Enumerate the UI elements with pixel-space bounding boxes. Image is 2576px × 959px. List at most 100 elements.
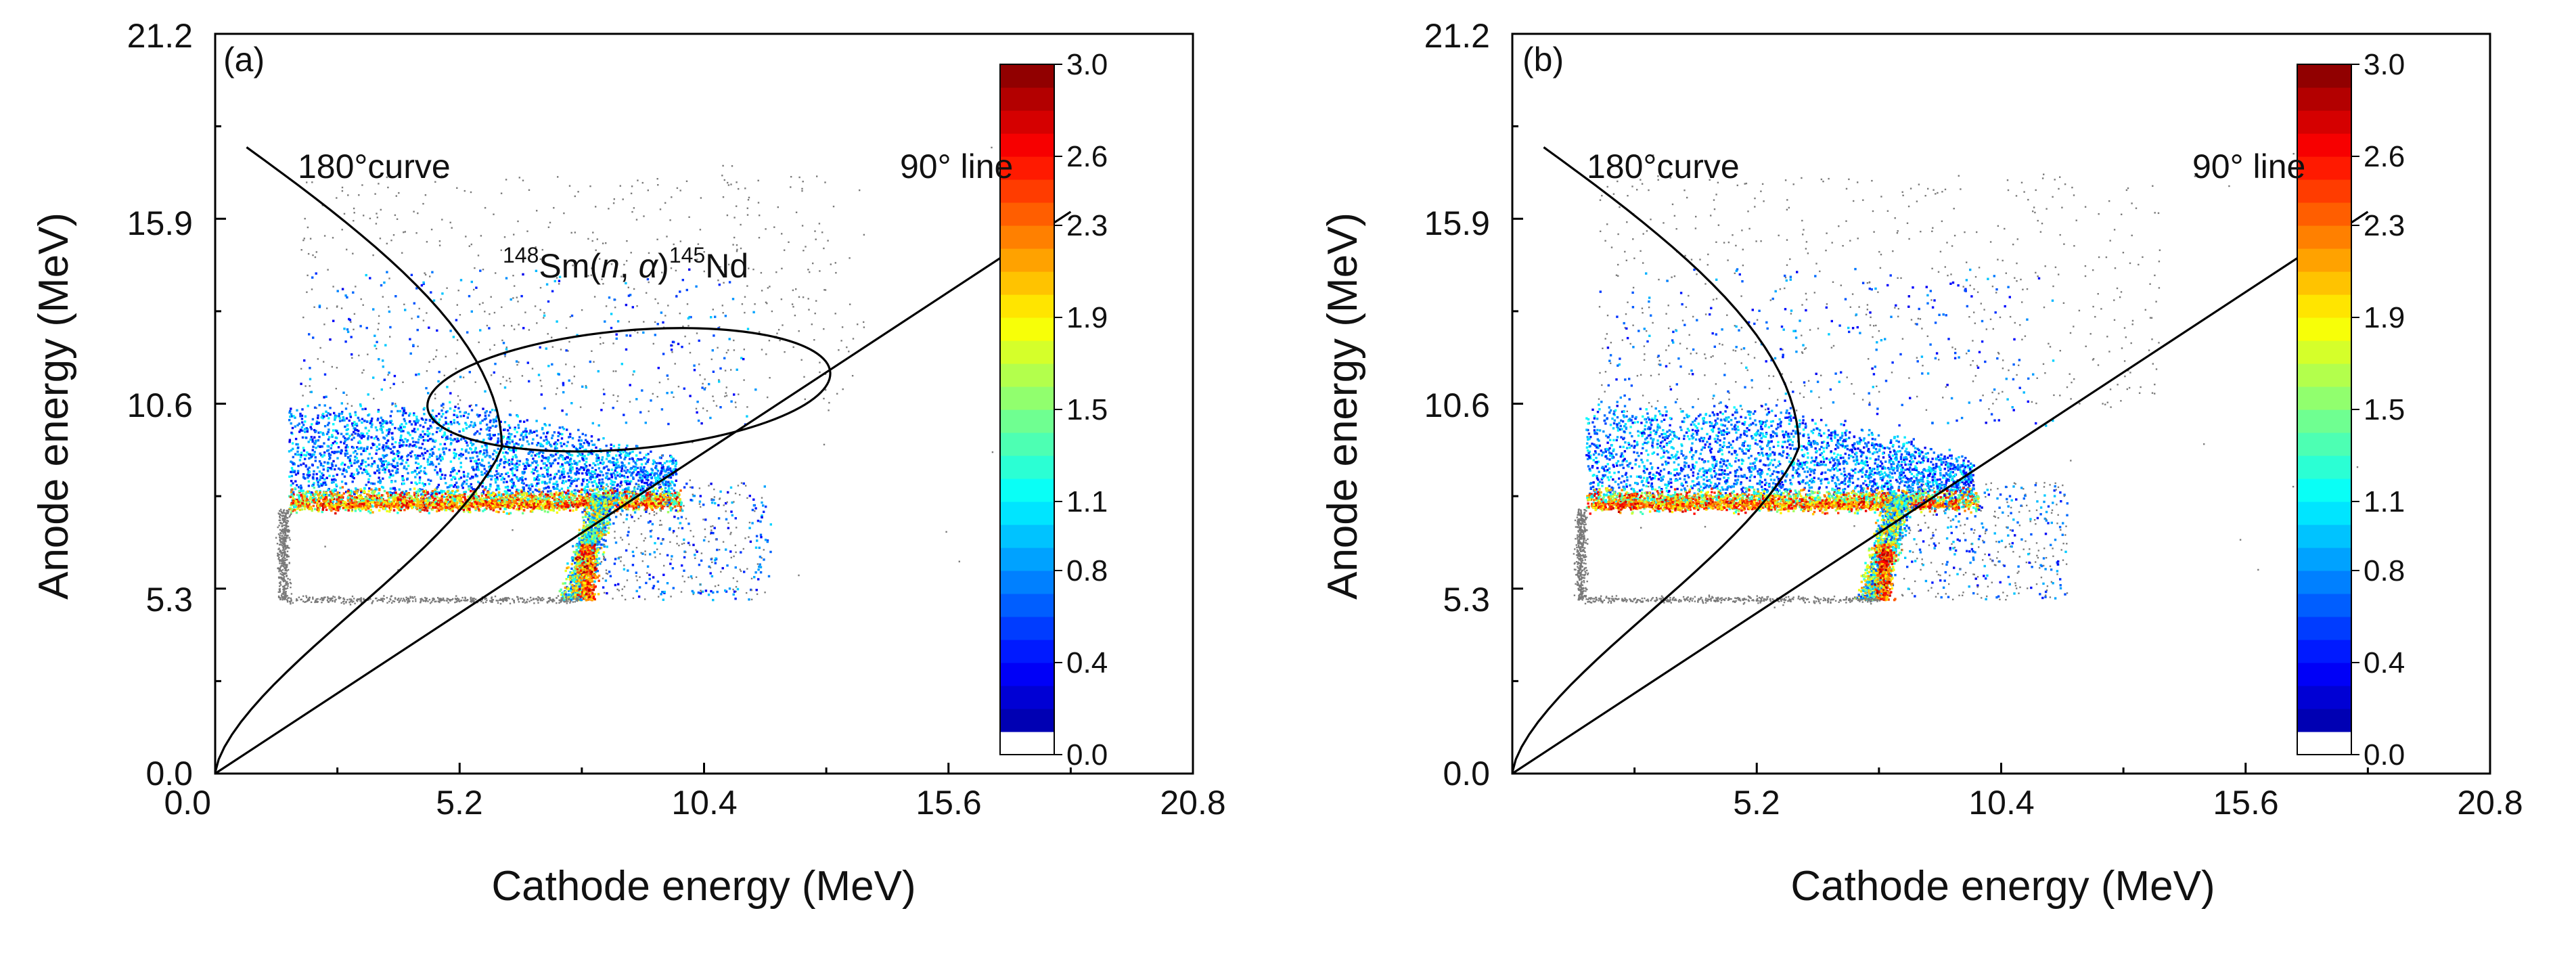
- data-point: [398, 488, 401, 491]
- data-point: [294, 425, 296, 428]
- data-point: [407, 492, 410, 495]
- data-point: [472, 506, 475, 508]
- data-point: [620, 474, 623, 477]
- data-point: [556, 499, 558, 502]
- data-point: [400, 444, 403, 447]
- data-point: [863, 326, 865, 328]
- data-point: [489, 411, 492, 414]
- data-point: [672, 468, 675, 471]
- data-point: [645, 494, 648, 497]
- data-point: [349, 454, 352, 458]
- data-point: [599, 487, 602, 491]
- data-point: [318, 435, 321, 439]
- data-point: [506, 492, 509, 495]
- data-point: [663, 489, 666, 493]
- data-point: [432, 421, 435, 424]
- data-point: [507, 494, 510, 497]
- data-point: [370, 422, 373, 425]
- data-point: [560, 349, 562, 351]
- data-point: [428, 506, 431, 510]
- data-point: [593, 492, 595, 495]
- data-point: [381, 422, 384, 425]
- data-point: [550, 463, 553, 466]
- data-point: [489, 474, 492, 477]
- data-point: [575, 508, 578, 511]
- data-point: [388, 469, 390, 472]
- data-point: [485, 470, 488, 472]
- data-point: [552, 483, 555, 485]
- data-point: [640, 463, 643, 466]
- data-point: [362, 498, 365, 501]
- data-point: [413, 420, 415, 423]
- data-point: [752, 268, 754, 271]
- data-point: [320, 416, 323, 419]
- data-point: [650, 450, 652, 453]
- data-point: [487, 414, 491, 417]
- data-point: [416, 428, 420, 430]
- data-point: [478, 341, 480, 343]
- data-point: [638, 473, 641, 476]
- data-point: [426, 509, 429, 512]
- data-point: [290, 504, 292, 507]
- data-point: [664, 481, 667, 483]
- data-point: [308, 466, 311, 469]
- data-point: [566, 487, 570, 489]
- data-point: [348, 319, 352, 321]
- data-point: [505, 472, 507, 475]
- data-point: [354, 449, 357, 453]
- data-point: [664, 487, 667, 489]
- data-point: [675, 468, 677, 471]
- data-point: [727, 184, 730, 186]
- data-point: [410, 423, 413, 426]
- data-point: [506, 472, 510, 474]
- data-point: [396, 497, 399, 499]
- data-point: [407, 493, 411, 496]
- data-point: [514, 285, 516, 287]
- data-point: [432, 452, 434, 455]
- data-point: [501, 306, 503, 309]
- data-point: [485, 410, 488, 413]
- data-point: [323, 235, 326, 237]
- data-point: [508, 442, 511, 445]
- data-point: [522, 462, 525, 466]
- data-point: [522, 420, 526, 423]
- data-point: [524, 430, 526, 432]
- data-point: [647, 458, 650, 461]
- data-point: [317, 431, 320, 434]
- data-point: [493, 344, 495, 346]
- data-point: [648, 410, 650, 412]
- data-point: [501, 451, 505, 454]
- data-point: [541, 445, 545, 447]
- data-point: [290, 407, 292, 410]
- data-point: [361, 184, 363, 186]
- data-point: [608, 450, 611, 453]
- data-point: [545, 447, 547, 451]
- data-point: [376, 217, 378, 219]
- data-point: [534, 489, 537, 491]
- data-point: [594, 476, 597, 479]
- data-point: [476, 455, 479, 458]
- data-point: [530, 442, 534, 445]
- data-point: [655, 462, 658, 465]
- data-point: [695, 407, 698, 409]
- data-point: [654, 334, 656, 336]
- data-point: [615, 337, 618, 340]
- data-point: [378, 509, 381, 512]
- data-point: [556, 277, 558, 279]
- data-point: [454, 405, 457, 408]
- data-point: [573, 365, 575, 367]
- data-point: [459, 497, 463, 499]
- data-point: [679, 505, 682, 508]
- data-point: [591, 475, 594, 478]
- data-point: [351, 491, 353, 493]
- data-point: [344, 506, 347, 508]
- data-point: [651, 508, 654, 511]
- data-point: [472, 468, 475, 471]
- data-point: [379, 500, 382, 503]
- data-point: [627, 294, 631, 297]
- data-point: [625, 282, 627, 285]
- data-point: [673, 489, 675, 492]
- data-point: [298, 497, 300, 500]
- data-point: [453, 493, 455, 496]
- data-point: [437, 483, 440, 487]
